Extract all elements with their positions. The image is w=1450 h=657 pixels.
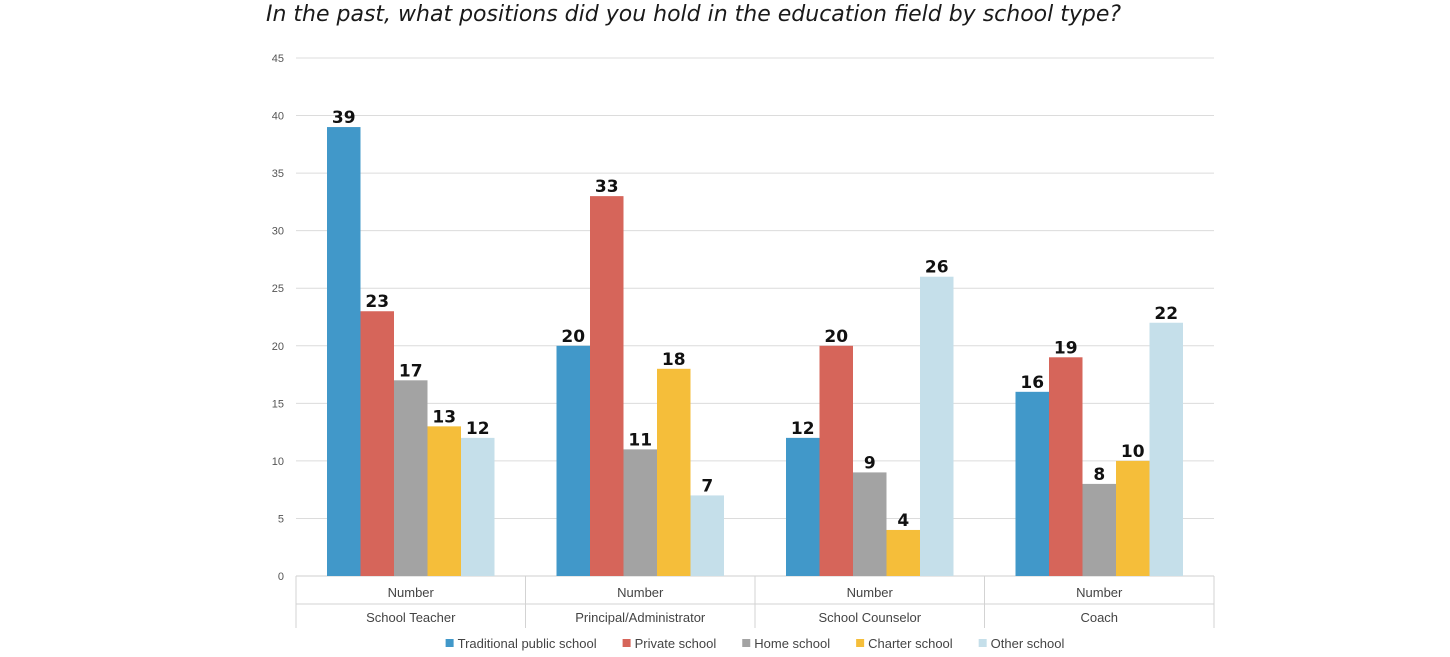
category-axis: Number School Teacher Number Principal/Admi…: [295, 576, 1215, 628]
bar: [327, 127, 361, 577]
data-label: 8: [1093, 465, 1105, 485]
category-sublabel: Number: [1076, 585, 1123, 600]
bar: [1015, 391, 1049, 576]
bar: [690, 495, 724, 576]
legend-item: Private school: [622, 636, 717, 651]
data-label: 26: [925, 258, 949, 278]
bar: [819, 345, 853, 576]
data-label: 9: [864, 453, 876, 473]
data-label: 16: [1020, 373, 1044, 393]
y-tick-label: 0: [278, 571, 284, 583]
legend-label: Other school: [991, 636, 1065, 651]
y-tick-label: 40: [272, 111, 284, 123]
data-label: 11: [628, 430, 652, 450]
data-label: 20: [824, 327, 848, 347]
bar: [394, 380, 428, 576]
category-sublabel: Number: [617, 585, 664, 600]
bar: [920, 276, 954, 576]
data-label: 12: [466, 419, 490, 439]
data-label: 12: [791, 419, 815, 439]
data-label: 23: [365, 292, 389, 312]
legend-swatch: [742, 639, 751, 647]
legend-item: Other school: [978, 636, 1065, 651]
legend-label: Home school: [754, 636, 830, 651]
legend-label: Private school: [635, 636, 717, 651]
y-tick-label: 30: [272, 226, 284, 238]
data-label: 22: [1154, 304, 1178, 324]
data-label: 18: [662, 350, 686, 370]
legend-swatch: [856, 639, 865, 647]
legend: Traditional public school Private school H…: [445, 636, 1065, 651]
y-tick-label: 5: [278, 513, 284, 525]
data-label: 17: [399, 361, 423, 381]
chart-title: In the past, what positions did you hold…: [266, 2, 1122, 27]
bar: [590, 196, 624, 576]
category-label: School Teacher: [366, 610, 456, 625]
y-tick-label: 45: [272, 53, 284, 65]
data-label: 4: [897, 511, 909, 531]
legend-label: Charter school: [868, 636, 953, 651]
bar: [853, 472, 887, 576]
data-label: 7: [701, 476, 713, 496]
bar: [657, 368, 691, 576]
y-tick-label: 15: [272, 398, 284, 410]
y-tick-label: 25: [272, 283, 284, 295]
data-label: 39: [332, 108, 356, 128]
category-label: School Counselor: [818, 610, 921, 625]
y-tick-label: 35: [272, 168, 284, 180]
bar: [556, 345, 590, 576]
data-label: 19: [1054, 338, 1078, 358]
bar: [427, 426, 461, 576]
legend-item: Home school: [742, 636, 830, 651]
data-label: 13: [432, 407, 456, 427]
legend-swatch: [978, 639, 987, 647]
y-tick-label: 20: [272, 341, 284, 353]
category-label: Coach: [1080, 610, 1118, 625]
bar: [360, 311, 394, 576]
data-label: 33: [595, 177, 619, 197]
bar: [1049, 357, 1083, 576]
bar: [1116, 460, 1150, 576]
legend-swatch: [622, 639, 631, 647]
bar: [1082, 483, 1116, 576]
bar: [623, 449, 657, 576]
category-sublabel: Number: [388, 585, 435, 600]
bar: [1149, 322, 1183, 576]
legend-item: Charter school: [856, 636, 953, 651]
y-tick-label: 10: [272, 456, 284, 468]
data-label: 10: [1121, 442, 1145, 462]
data-label: 20: [561, 327, 585, 347]
bars: 39 20 12 16 23 33 20 19 17 11 9 8 13 18 4 10 12 7 26 22: [327, 108, 1183, 577]
legend-item: Traditional public school: [445, 636, 597, 651]
category-label: Principal/Administrator: [575, 610, 706, 625]
bar: [461, 437, 495, 576]
legend-swatch: [445, 639, 454, 647]
bar: [786, 437, 820, 576]
category-sublabel: Number: [847, 585, 894, 600]
bar: [886, 529, 920, 576]
legend-label: Traditional public school: [458, 636, 597, 651]
